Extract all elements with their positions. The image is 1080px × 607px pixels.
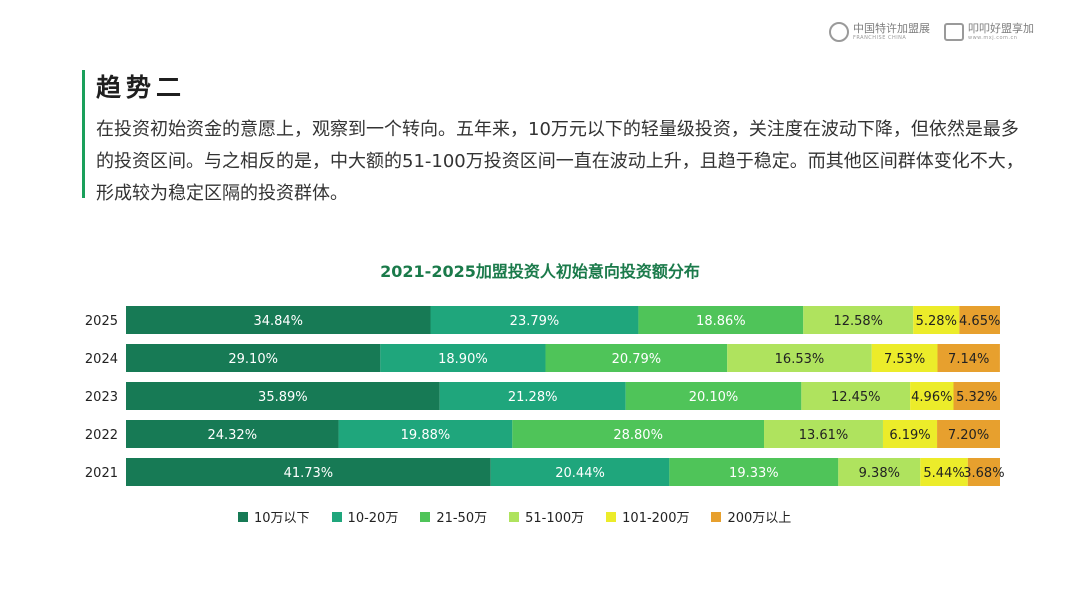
bar-segment	[126, 306, 431, 334]
section-accent-bar	[82, 70, 85, 198]
bar-segment	[871, 344, 938, 372]
legend-item: 21-50万	[420, 507, 487, 526]
legend-item: 101-200万	[606, 507, 689, 526]
legend-label: 10-20万	[347, 511, 399, 526]
bar-value-label: 18.90%	[438, 352, 488, 367]
franchise-china-logo-name: 中国特许加盟展	[853, 22, 930, 35]
bar-value-label: 12.58%	[833, 314, 883, 329]
bar-segment	[937, 420, 1000, 448]
bar-segment	[910, 382, 954, 410]
legend-swatch	[238, 511, 248, 522]
bar-segment	[439, 382, 626, 410]
bar-segment	[727, 344, 872, 372]
year-label: 2024	[85, 352, 118, 367]
legend-label: 51-100万	[525, 511, 585, 526]
bar-segment	[882, 420, 938, 448]
bar-value-label: 34.84%	[253, 314, 303, 329]
bar-segment	[625, 382, 802, 410]
year-label: 2023	[85, 390, 118, 405]
legend-swatch	[711, 511, 722, 522]
legend-item: 51-100万	[509, 507, 584, 526]
stacked-bar-chart: 2025 34.84% 23.79% 18.86% 12.58% 5.28% 4.65% 20…	[85, 306, 1005, 486]
bar-value-label: 7.53%	[884, 352, 925, 367]
legend-label: 10万以下	[254, 511, 310, 526]
bar-value-label: 29.10%	[228, 352, 278, 367]
bar-segment	[669, 458, 839, 486]
year-label: 2025	[85, 314, 118, 329]
franchise-china-logo-sub: FRANCHISE CHINA	[853, 35, 907, 41]
chart-legend: 10万以下 10-20万 21-50万 51-100万 101-200万 200万以上	[238, 507, 791, 526]
bar-segment	[380, 344, 546, 372]
legend-swatch	[420, 511, 431, 522]
section-body-text: 在投资初始资金的意愿上，观察到一个转向。五年来，10万元以下的轻量级投资，关注度…	[96, 119, 1024, 204]
legend-item: 10万以下	[238, 507, 310, 526]
bar-value-label: 7.14%	[948, 352, 989, 367]
section-heading: 趋势二	[96, 73, 187, 102]
bar-value-label: 24.32%	[207, 428, 257, 443]
legend-label: 21-50万	[436, 511, 488, 526]
bar-segment	[126, 344, 381, 372]
bar-segment	[959, 306, 1000, 334]
bar-segment	[967, 458, 1000, 486]
bar-value-label: 20.10%	[689, 390, 739, 405]
bar-value-label: 9.38%	[859, 466, 900, 481]
bar-value-label: 18.86%	[696, 314, 746, 329]
bar-segment	[937, 344, 1000, 372]
bar-value-label: 23.79%	[510, 314, 560, 329]
bar-value-label: 5.32%	[956, 390, 997, 405]
bar-segment	[801, 382, 911, 410]
bar-value-label: 12.45%	[831, 390, 881, 405]
bar-value-label: 35.89%	[258, 390, 308, 405]
legend-label: 200万以上	[727, 511, 792, 526]
bar-value-label: 5.28%	[916, 314, 957, 329]
bar-segment	[512, 420, 765, 448]
mxj-logo-sub: www.mxj.com.cn	[968, 35, 1018, 41]
bar-value-label: 41.73%	[284, 466, 334, 481]
legend-label: 101-200万	[622, 511, 690, 526]
bar-segment	[913, 306, 960, 334]
franchise-china-logo: 中国特许加盟展 FRANCHISE CHINA	[829, 22, 930, 42]
bar-segment	[490, 458, 670, 486]
bar-segment	[764, 420, 883, 448]
bar-value-label: 5.44%	[923, 466, 964, 481]
legend-swatch	[509, 511, 520, 522]
mxj-logo-name: 叩叩好盟享加	[968, 22, 1034, 35]
legend-item: 200万以上	[711, 507, 791, 526]
header-logos: 中国特许加盟展 FRANCHISE CHINA 叩叩好盟享加 www.mxj.c…	[829, 22, 1034, 42]
bar-value-label: 13.61%	[799, 428, 849, 443]
bar-segment	[545, 344, 728, 372]
bar-value-label: 19.88%	[401, 428, 451, 443]
bar-segment	[338, 420, 513, 448]
bar-segment	[953, 382, 1000, 410]
bar-segment	[126, 420, 339, 448]
bar-segment	[638, 306, 804, 334]
bar-value-label: 21.28%	[508, 390, 558, 405]
bar-value-label: 6.19%	[889, 428, 930, 443]
bar-value-label: 4.65%	[959, 314, 1000, 329]
bar-value-label: 4.96%	[911, 390, 952, 405]
legend-swatch	[331, 511, 342, 522]
bar-value-label: 28.80%	[613, 428, 663, 443]
mxj-logo-icon	[944, 23, 964, 41]
mxj-logo: 叩叩好盟享加 www.mxj.com.cn	[944, 23, 1034, 41]
bar-value-label: 7.20%	[948, 428, 989, 443]
bar-value-label: 3.68%	[963, 466, 1004, 481]
bar-value-label: 19.33%	[729, 466, 779, 481]
bar-value-label: 20.44%	[555, 466, 605, 481]
bar-value-label: 16.53%	[775, 352, 825, 367]
chart-title: 2021-2025加盟投资人初始意向投资额分布	[380, 262, 700, 281]
bar-segment	[838, 458, 921, 486]
franchise-china-logo-icon	[829, 22, 849, 42]
bar-segment	[803, 306, 914, 334]
legend-swatch	[606, 511, 617, 522]
legend-item: 10-20万	[331, 507, 399, 526]
bar-segment	[126, 382, 440, 410]
bar-segment	[920, 458, 968, 486]
year-label: 2021	[85, 466, 118, 481]
bar-segment	[430, 306, 639, 334]
bar-value-label: 20.79%	[612, 352, 662, 367]
year-label: 2022	[85, 428, 118, 443]
bar-segment	[126, 458, 491, 486]
